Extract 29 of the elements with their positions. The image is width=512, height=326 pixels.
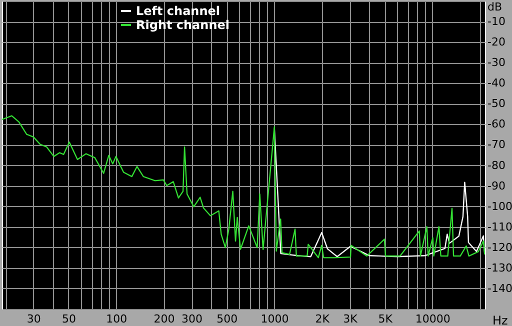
x-axis-title: Hz	[492, 314, 508, 326]
x-tick-label: 50	[62, 312, 76, 326]
y-tick-label: -40	[488, 76, 506, 90]
x-tick-label: 5K	[378, 312, 394, 326]
y-axis-title: dB	[488, 0, 502, 14]
y-tick-label: -10	[488, 15, 506, 28]
y-tick-label: -80	[488, 158, 506, 172]
y-tick-label: -140	[488, 282, 512, 295]
y-tick-label: -20	[488, 36, 506, 49]
y-tick-label: -120	[488, 240, 512, 254]
y-tick-label: -70	[488, 138, 506, 152]
x-tick-label: 1000	[260, 312, 289, 326]
x-tick-label: 2K	[315, 312, 330, 326]
y-tick-label: -50	[488, 97, 506, 110]
x-tick-label: 100	[106, 312, 128, 326]
x-tick-label: 10000	[415, 312, 450, 326]
y-tick-label: -110	[488, 220, 512, 234]
y-tick-label: -130	[488, 261, 512, 274]
legend-label: Right channel	[136, 18, 230, 32]
y-tick-label: -60	[488, 118, 506, 131]
y-tick-label: -100	[488, 200, 512, 213]
x-tick-label: 300	[182, 312, 203, 326]
x-tick-label: 3K	[343, 312, 358, 326]
legend-label: Left channel	[136, 4, 220, 18]
y-tick-label: -90	[488, 179, 506, 192]
x-tick-label: 200	[154, 312, 175, 326]
x-tick-label: 500	[216, 312, 238, 326]
y-tick-label: -30	[488, 56, 506, 70]
x-tick-label: 30	[26, 312, 41, 326]
